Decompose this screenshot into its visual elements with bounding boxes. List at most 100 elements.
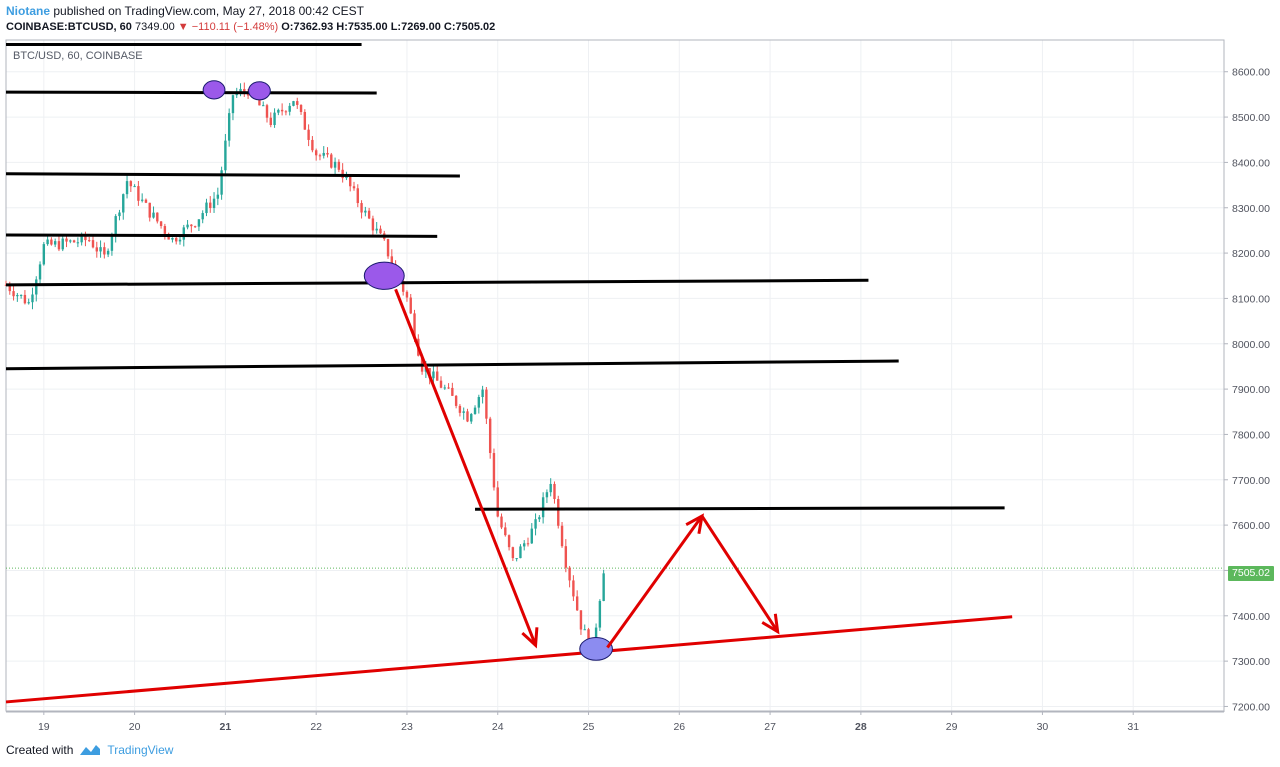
- candle-body: [209, 202, 212, 209]
- time-tick-label: 26: [673, 721, 685, 733]
- price-tick-label: 7300.00: [1232, 656, 1270, 668]
- candle-body: [31, 294, 34, 303]
- candle-body: [458, 405, 462, 413]
- candle: [12, 284, 15, 301]
- candle-body: [103, 247, 106, 255]
- candle-body: [122, 194, 125, 213]
- candle-body: [118, 212, 121, 217]
- candle-body: [80, 234, 83, 243]
- candle-body: [330, 154, 333, 168]
- candle-body: [322, 152, 325, 156]
- candle-body: [473, 407, 477, 415]
- candle-body: [190, 224, 193, 227]
- candle-body: [110, 235, 114, 251]
- candle-body: [65, 238, 68, 242]
- time-tick-label: 25: [583, 721, 595, 733]
- candle-body: [284, 111, 288, 113]
- candle-body: [280, 109, 284, 112]
- candle-body: [447, 387, 450, 389]
- candle-body: [175, 237, 178, 242]
- chart-grid: [6, 40, 1224, 711]
- candle: [137, 180, 140, 206]
- candle-body: [462, 411, 465, 413]
- candle: [326, 147, 329, 158]
- author-link[interactable]: Niotane: [6, 4, 51, 18]
- candle-body: [560, 525, 564, 547]
- time-tick-label: 31: [1127, 721, 1139, 733]
- candle-body: [133, 186, 136, 188]
- candle-body: [23, 294, 27, 304]
- candle-body: [106, 250, 110, 255]
- candle-body: [182, 227, 185, 240]
- candle-body: [163, 226, 167, 234]
- candle-body: [326, 152, 329, 155]
- candle: [386, 238, 390, 259]
- candle: [106, 248, 110, 258]
- candle-body: [519, 546, 522, 559]
- candle: [46, 236, 49, 246]
- candle-body: [4, 284, 8, 286]
- candle: [76, 237, 80, 248]
- candle: [159, 220, 163, 229]
- candle: [515, 558, 518, 562]
- candle-body: [53, 241, 57, 245]
- candle-body: [186, 224, 189, 228]
- candle: [439, 376, 443, 389]
- candle-body: [488, 418, 492, 454]
- candle: [473, 405, 477, 415]
- candle: [118, 209, 121, 221]
- horizontal-level-line: [5, 90, 377, 95]
- last-price: 7349.00: [134, 21, 175, 33]
- candle: [462, 407, 465, 420]
- created-with-label: Created with: [6, 743, 74, 757]
- candle: [262, 101, 265, 107]
- candle-body: [178, 239, 182, 242]
- candle: [379, 225, 382, 234]
- time-tick-label: 24: [492, 721, 504, 733]
- candle: [65, 235, 68, 248]
- candle: [209, 196, 212, 213]
- candle-body: [91, 240, 95, 248]
- candle: [91, 234, 95, 249]
- candle-body: [481, 389, 484, 398]
- candle-body: [38, 264, 42, 280]
- price-tick-label: 7600.00: [1232, 520, 1270, 532]
- candle-body: [379, 228, 382, 234]
- candle: [125, 174, 129, 199]
- candle: [560, 521, 564, 548]
- symbol-info-line: COINBASE:BTCUSD, 60 7349.00 ▼ −110.11 (−…: [6, 20, 495, 34]
- tradingview-brand[interactable]: TradingView: [107, 743, 174, 757]
- candle: [311, 136, 314, 153]
- candle-body: [224, 140, 227, 171]
- candle-body: [371, 218, 375, 231]
- drawings[interactable]: [5, 43, 1013, 704]
- candle: [504, 522, 507, 537]
- candle-body: [477, 397, 481, 408]
- current-price-badge: 7505.02: [1228, 566, 1274, 581]
- candle-body: [88, 240, 91, 242]
- candle: [356, 184, 359, 208]
- candle: [371, 215, 375, 238]
- candle: [50, 237, 53, 246]
- candle: [69, 239, 72, 244]
- candle: [364, 206, 367, 217]
- arrow-head: [521, 627, 539, 649]
- candle-body: [125, 181, 129, 195]
- red-arrow: [606, 513, 705, 649]
- candle-body: [575, 596, 579, 611]
- candle: [61, 235, 64, 252]
- candle: [598, 599, 602, 632]
- candle-body: [602, 573, 605, 601]
- price-change: ▼ −110.11 (−1.48%): [177, 21, 279, 33]
- support-trendline: [5, 615, 1013, 704]
- candle: [507, 534, 511, 551]
- candle: [292, 100, 295, 107]
- red-arrow: [700, 515, 780, 635]
- candle: [466, 408, 469, 423]
- time-tick-label: 19: [38, 721, 50, 733]
- candle: [443, 384, 446, 390]
- candle: [88, 236, 91, 243]
- candle: [4, 280, 8, 286]
- candle: [273, 108, 276, 128]
